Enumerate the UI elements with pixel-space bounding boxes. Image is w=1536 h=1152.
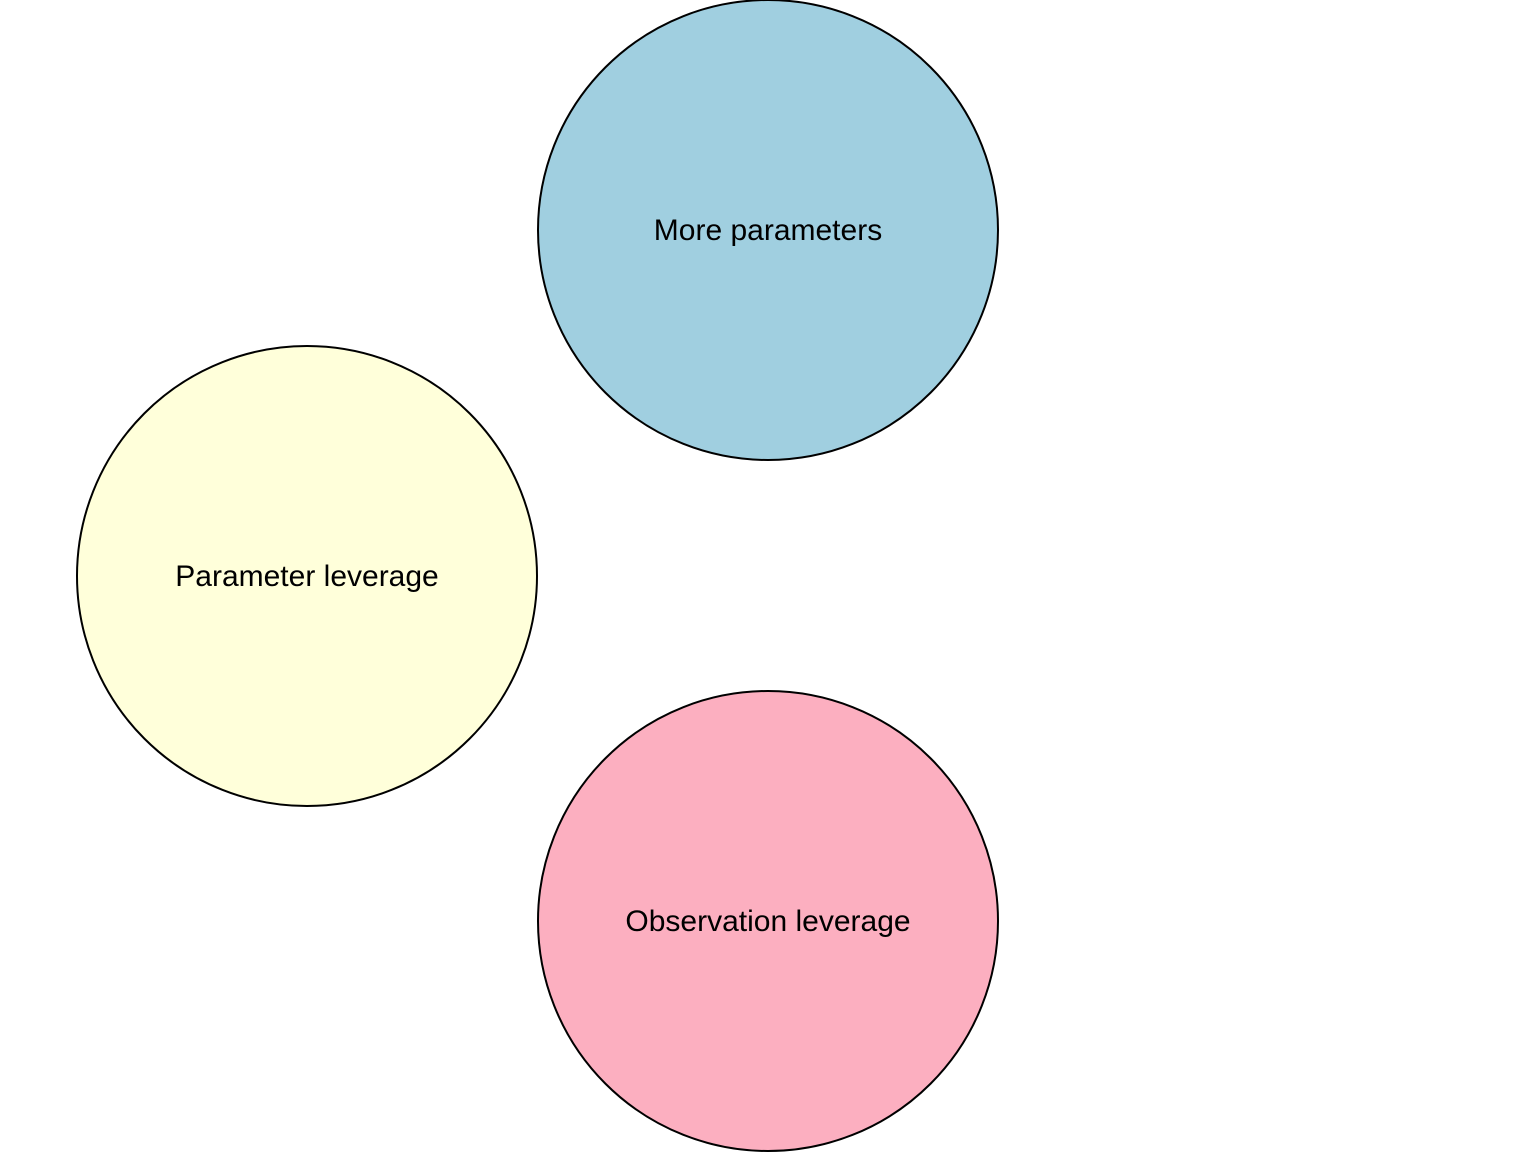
node-circle-observation-leverage [537, 690, 999, 1152]
node-parameter-leverage: Parameter leverage [76, 345, 538, 807]
node-observation-leverage: Observation leverage [537, 690, 999, 1152]
node-circle-more-parameters [537, 0, 999, 461]
node-label-observation-leverage: Observation leverage [625, 905, 910, 938]
node-label-more-parameters: More parameters [654, 214, 882, 247]
node-circle-parameter-leverage [76, 345, 538, 807]
node-more-parameters: More parameters [537, 0, 999, 461]
node-label-parameter-leverage: Parameter leverage [175, 560, 438, 593]
